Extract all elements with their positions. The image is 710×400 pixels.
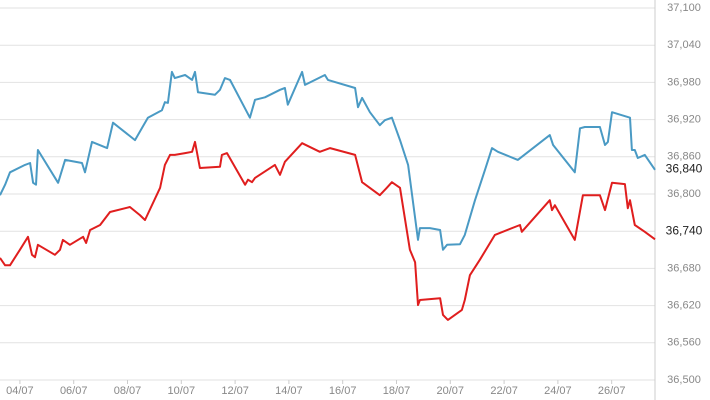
x-tick-label: 22/07 [490,385,518,397]
x-tick-label: 04/07 [6,385,34,397]
y-tick-label: 37,040 [667,39,701,51]
x-tick-label: 20/07 [437,385,465,397]
y-tick-label: 36,920 [667,114,701,126]
annotation-bg [658,161,710,178]
series-line [0,70,656,251]
x-tick-label: 14/07 [275,385,303,397]
x-tick-label: 12/07 [221,385,249,397]
y-tick-label: 36,800 [667,188,701,200]
x-tick-label: 10/07 [168,385,196,397]
current-value-label: 36,740 [666,223,703,237]
x-tick-label: 06/07 [60,385,88,397]
y-tick-label: 36,680 [667,262,701,274]
y-tick-label: 36,620 [667,300,701,312]
y-tick-label: 36,500 [667,374,701,386]
x-tick-label: 24/07 [544,385,572,397]
x-tick-label: 18/07 [383,385,411,397]
x-tick-label: 16/07 [329,385,357,397]
x-tick-label: 08/07 [114,385,142,397]
x-tick-label: 26/07 [598,385,626,397]
y-tick-label: 37,100 [667,2,701,14]
series-line [0,140,656,321]
y-tick-label: 36,860 [667,151,701,163]
y-tick-label: 36,980 [667,76,701,88]
annotation-bg [658,223,710,240]
current-value-label: 36,840 [666,161,703,175]
y-tick-label: 36,560 [667,337,701,349]
